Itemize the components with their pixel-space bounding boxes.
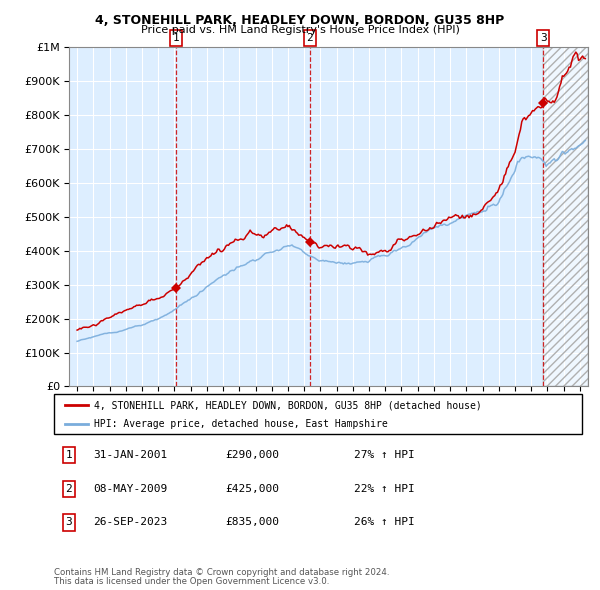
- Text: £835,000: £835,000: [225, 517, 279, 527]
- Text: Contains HM Land Registry data © Crown copyright and database right 2024.: Contains HM Land Registry data © Crown c…: [54, 568, 389, 577]
- Bar: [543, 47, 588, 386]
- Text: Price paid vs. HM Land Registry's House Price Index (HPI): Price paid vs. HM Land Registry's House …: [140, 25, 460, 35]
- Text: 22% ↑ HPI: 22% ↑ HPI: [354, 484, 415, 494]
- Text: 08-MAY-2009: 08-MAY-2009: [93, 484, 167, 494]
- Text: 4, STONEHILL PARK, HEADLEY DOWN, BORDON, GU35 8HP (detached house): 4, STONEHILL PARK, HEADLEY DOWN, BORDON,…: [94, 401, 481, 411]
- Text: 1: 1: [65, 450, 73, 460]
- Text: 2: 2: [65, 484, 73, 494]
- Text: 3: 3: [540, 33, 547, 43]
- Text: 3: 3: [65, 517, 73, 527]
- Text: This data is licensed under the Open Government Licence v3.0.: This data is licensed under the Open Gov…: [54, 578, 329, 586]
- Text: 26-SEP-2023: 26-SEP-2023: [93, 517, 167, 527]
- Text: 27% ↑ HPI: 27% ↑ HPI: [354, 450, 415, 460]
- Bar: [543, 47, 588, 386]
- Text: 4, STONEHILL PARK, HEADLEY DOWN, BORDON, GU35 8HP: 4, STONEHILL PARK, HEADLEY DOWN, BORDON,…: [95, 14, 505, 27]
- Text: 1: 1: [172, 33, 179, 43]
- Text: 31-JAN-2001: 31-JAN-2001: [93, 450, 167, 460]
- Text: £290,000: £290,000: [225, 450, 279, 460]
- Text: £425,000: £425,000: [225, 484, 279, 494]
- Text: 2: 2: [307, 33, 313, 43]
- Text: 26% ↑ HPI: 26% ↑ HPI: [354, 517, 415, 527]
- Text: HPI: Average price, detached house, East Hampshire: HPI: Average price, detached house, East…: [94, 419, 388, 430]
